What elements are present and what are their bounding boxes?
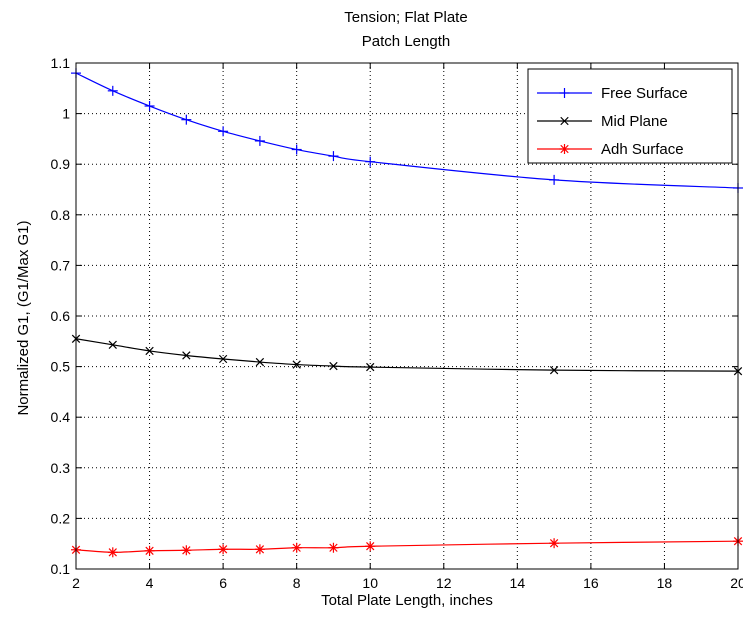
y-tick-label: 0.1 — [51, 561, 71, 577]
data-point-mid-plane — [329, 361, 338, 371]
legend-label-free-surface: Free Surface — [601, 85, 688, 102]
legend-marker-mid-plane-stroke — [560, 116, 569, 126]
y-tick-labels: 0.1 0.2 0.3 0.4 0.5 0.6 0.7 0.8 0.9 1 1.1 — [51, 55, 71, 577]
y-tick-label: 0.7 — [51, 257, 71, 273]
x-axis-label: Total Plate Length, inches — [321, 592, 493, 609]
data-point-free-surface — [365, 156, 376, 167]
data-point-mid-plane-stroke — [292, 360, 301, 369]
data-point-mid-plane — [549, 365, 559, 375]
x-tick-labels: 2 4 6 8 10 12 14 16 18 20 — [72, 575, 743, 591]
data-point-mid-plane-stroke — [108, 340, 117, 350]
data-point-adh-surface — [328, 542, 339, 553]
data-point-mid-plane-stroke — [366, 362, 375, 372]
x-tick-label: 20 — [730, 575, 743, 591]
y-tick-label: 0.6 — [51, 308, 71, 324]
data-point-adh-surface — [549, 538, 560, 549]
data-point-mid-plane — [145, 346, 154, 356]
chart-title-line-1: Tension; Flat Plate — [344, 9, 467, 26]
data-point-mid-plane-stroke — [218, 354, 228, 364]
data-point-mid-plane — [182, 351, 191, 360]
data-point-free-surface — [291, 144, 302, 155]
data-point-adh-surface — [291, 542, 302, 553]
x-tick-label: 12 — [436, 575, 452, 591]
data-point-mid-plane — [218, 354, 228, 364]
y-tick-label: 0.4 — [51, 409, 71, 425]
legend: Free Surface Mid Plane Adh Surface — [527, 68, 733, 164]
y-axis-label: Normalized G1, (G1/Max G1) — [15, 220, 32, 415]
legend-marker-free-surface — [559, 88, 570, 98]
y-tick-label: 1 — [62, 106, 70, 122]
x-tick-label: 4 — [146, 575, 154, 591]
y-tick-label: 0.5 — [51, 359, 71, 375]
legend-marker-mid-plane — [560, 116, 569, 126]
data-point-adh-surface — [254, 544, 265, 555]
data-point-free-surface — [107, 85, 118, 96]
data-point-mid-plane — [366, 362, 375, 372]
data-point-free-surface — [144, 101, 155, 112]
x-tick-label: 10 — [362, 575, 378, 591]
data-point-adh-surface — [107, 547, 118, 558]
data-point-adh-surface-stroke — [255, 545, 265, 554]
legend-label-mid-plane: Mid Plane — [601, 113, 668, 130]
data-point-adh-surface — [144, 545, 155, 556]
data-point-mid-plane — [255, 357, 265, 367]
y-tick-label: 1.1 — [51, 55, 71, 71]
data-point-adh-surface-stroke — [292, 543, 301, 552]
legend-marker-adh-surface — [559, 144, 570, 154]
data-point-adh-surface-stroke — [182, 546, 191, 555]
data-point-free-surface — [181, 114, 192, 125]
data-point-free-surface — [254, 135, 265, 146]
data-point-mid-plane — [292, 360, 301, 369]
x-tick-label: 8 — [293, 575, 301, 591]
x-tick-label: 2 — [72, 575, 80, 591]
legend-items: Free Surface Mid Plane Adh Surface — [537, 85, 688, 158]
data-point-mid-plane-stroke — [255, 357, 265, 367]
x-tick-label: 14 — [510, 575, 526, 591]
y-tick-label: 0.2 — [51, 510, 71, 526]
data-point-adh-surface-stroke — [366, 542, 375, 551]
series-line-free-surface — [75, 72, 739, 189]
legend-label-adh-surface: Adh Surface — [601, 141, 684, 158]
data-point-mid-plane-stroke — [145, 346, 154, 356]
x-tick-label: 18 — [657, 575, 673, 591]
data-point-mid-plane-stroke — [182, 351, 191, 360]
legend-box — [527, 68, 733, 164]
plot-frame — [75, 62, 739, 570]
series-line-mid-plane — [75, 338, 739, 372]
data-point-adh-surface-stroke — [145, 546, 154, 555]
x-tick-label: 6 — [219, 575, 227, 591]
data-point-mid-plane-stroke — [329, 361, 338, 371]
data-point-free-surface — [328, 151, 339, 162]
data-point-adh-surface-stroke — [329, 543, 338, 552]
chart-title-line-2: Patch Length — [362, 33, 450, 50]
data-point-free-surface — [218, 126, 229, 137]
legend-marker-adh-surface-stroke — [560, 144, 569, 154]
data-point-adh-surface-stroke — [108, 548, 117, 557]
data-point-free-surface — [549, 174, 560, 185]
x-tick-label: 16 — [583, 575, 599, 591]
data-point-adh-surface — [365, 541, 376, 552]
data-point-mid-plane-stroke — [549, 365, 559, 375]
data-point-adh-surface — [218, 544, 229, 555]
data-point-adh-surface-stroke — [218, 545, 228, 554]
data-point-mid-plane — [108, 340, 117, 350]
data-point-adh-surface — [181, 545, 192, 556]
y-tick-label: 0.9 — [51, 156, 71, 172]
y-tick-label: 0.3 — [51, 460, 71, 476]
data-point-adh-surface-stroke — [549, 539, 559, 548]
y-tick-label: 0.8 — [51, 207, 71, 223]
